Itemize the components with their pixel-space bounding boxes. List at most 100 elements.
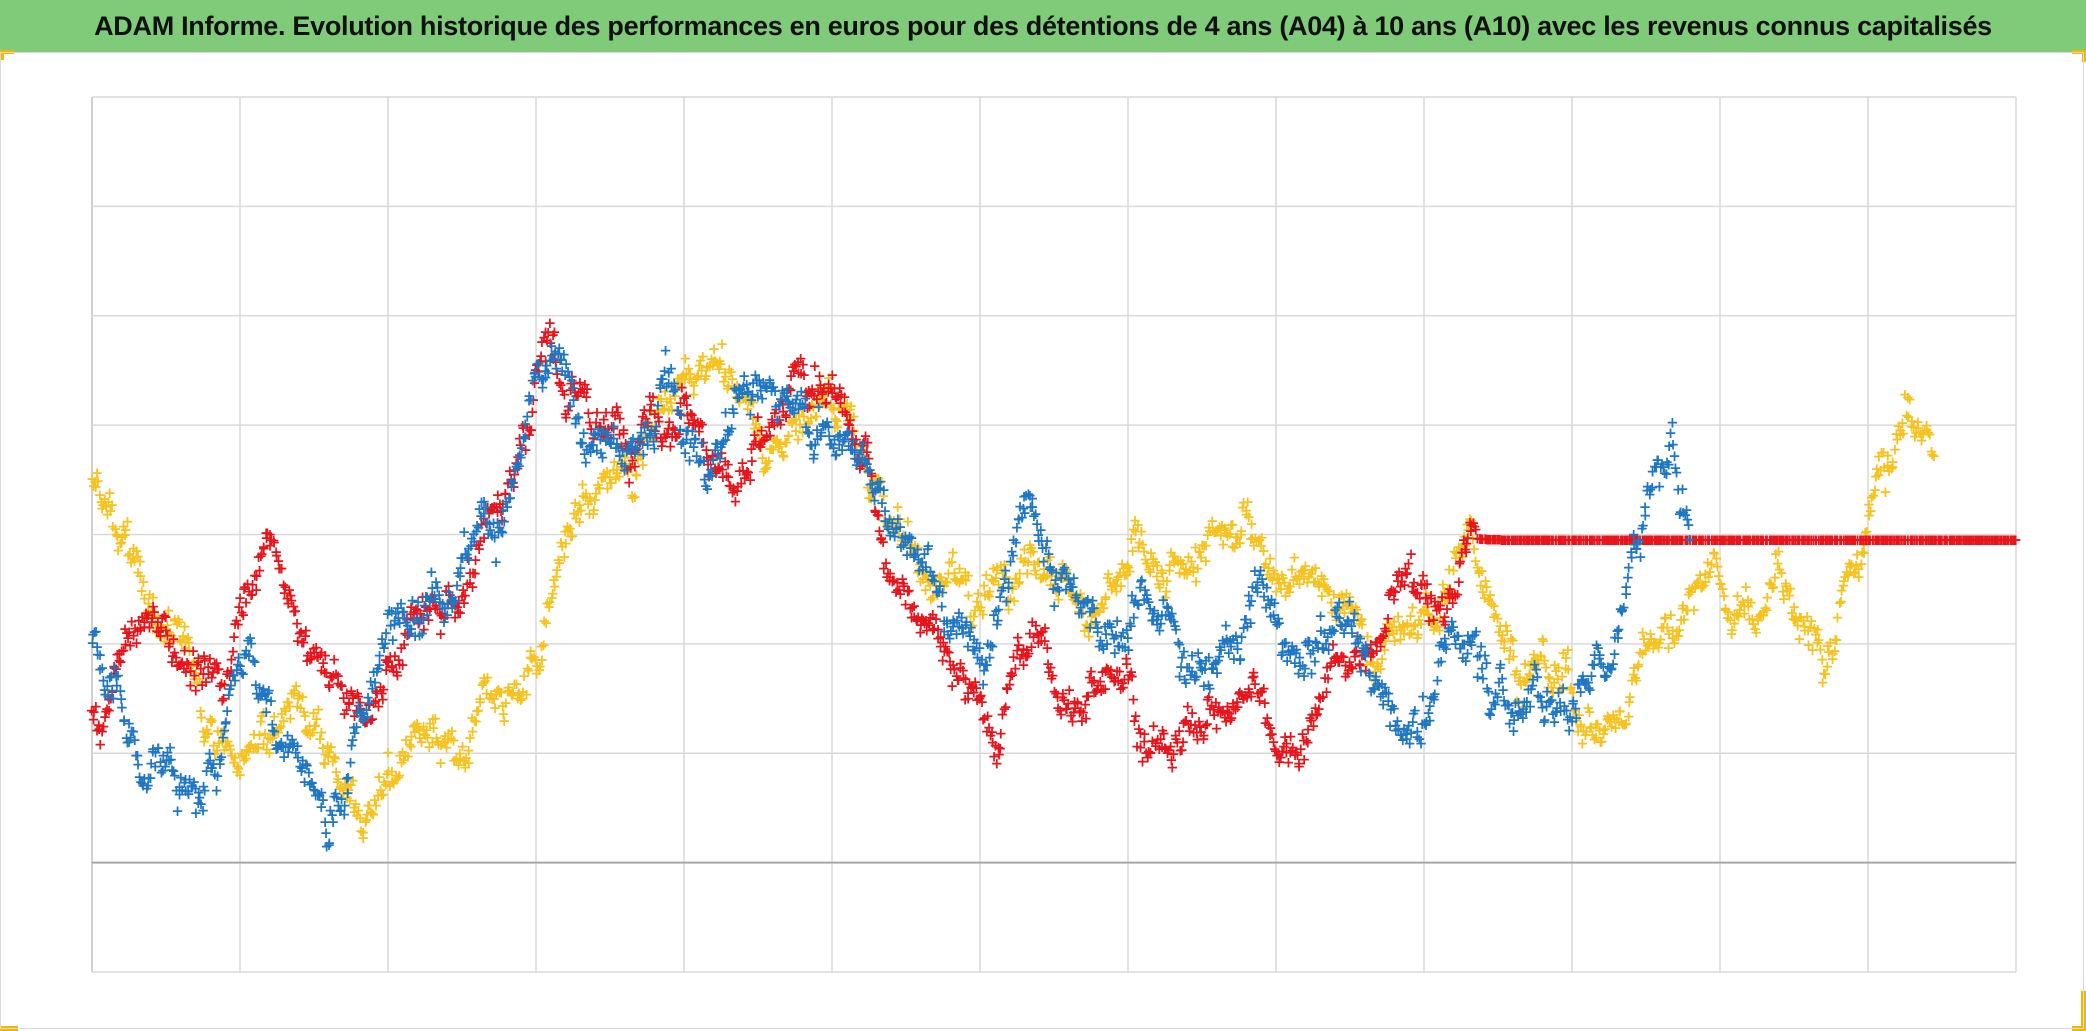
data-point: + [518,667,531,685]
data-point: + [347,772,360,790]
data-point: + [581,380,594,398]
data-point: + [1624,688,1637,706]
data-point: + [201,725,214,743]
data-point: + [272,724,285,742]
data-point: + [459,758,472,776]
data-point: + [248,726,261,744]
data-point: + [378,773,391,791]
data-point: + [183,633,196,651]
data-point: + [321,737,334,755]
data-point: + [286,684,299,702]
data-point: + [1068,569,1081,587]
data-point: + [178,618,191,636]
data-point: + [103,484,116,502]
data-point: + [512,686,525,704]
data-point: + [370,796,383,814]
data-point: + [472,701,485,719]
data-point: + [529,651,542,669]
data-point: + [1928,447,1941,465]
data-point: + [856,434,869,452]
data-point: + [479,672,492,690]
data-point: + [155,628,168,646]
data-point: + [398,751,411,769]
data-point: + [124,545,137,563]
data-point: + [221,702,234,720]
data-point: + [119,526,132,544]
data-point: + [1480,654,1493,672]
chart-title-bar: ADAM Informe. Evolution historique des p… [0,0,2086,52]
data-point: + [695,434,708,452]
data-point: + [387,631,400,649]
data-point: + [109,520,122,538]
data-point: + [242,743,255,761]
data-point: + [392,768,405,786]
data-point: + [538,612,551,630]
data-point: + [407,718,420,736]
data-point: + [209,745,222,763]
data-point: + [412,719,425,737]
data-point: + [177,627,190,645]
data-point: + [175,633,188,651]
data-point: + [530,664,543,682]
data-point: + [535,638,548,656]
data-point: + [112,541,125,559]
data-point: + [528,648,541,666]
data-point: + [531,657,544,675]
data-point: + [301,721,314,739]
data-point: + [94,486,107,504]
data-point: + [261,740,274,758]
data-point: + [495,684,508,702]
data-point: + [236,747,249,765]
data-point: + [517,683,530,701]
data-point: + [142,602,155,620]
data-point: + [477,674,490,692]
data-point: + [288,682,301,700]
data-point: + [1570,709,1583,727]
data-point: + [533,661,546,679]
data-point: + [238,752,251,770]
data-point: + [119,521,132,539]
data-point: + [329,749,342,767]
data-point: + [330,763,343,781]
data-point: + [322,748,335,766]
data-point: + [417,718,430,736]
data-point: + [154,627,167,645]
data-point: + [288,684,301,702]
data-point: + [474,690,487,708]
data-point: + [298,703,311,721]
data-point: + [1273,614,1286,632]
data-point: + [165,627,178,645]
data-point: + [669,380,682,398]
data-point: + [147,608,160,626]
data-point: + [292,690,305,708]
data-point: + [608,418,621,436]
data-point: + [151,620,164,638]
data-point: + [381,765,394,783]
data-point: + [323,834,336,852]
data-point: + [468,711,481,729]
data-point: + [486,690,499,708]
data-point: + [150,623,163,641]
data-point: + [462,742,475,760]
data-point: + [110,525,123,543]
data-point: + [352,801,365,819]
data-point: + [366,804,379,822]
data-point: + [166,632,179,650]
data-point: + [936,584,949,602]
data-point: + [534,657,547,675]
data-point: + [255,713,268,731]
data-point: + [432,732,445,750]
data-point: + [89,473,102,491]
data-point: + [1002,574,1015,592]
data-point: + [259,725,272,743]
data-point: + [339,775,352,793]
data-point: + [99,490,112,508]
data-point: + [206,712,219,730]
data-point: + [354,809,367,827]
data-point: + [488,690,501,708]
data-point: + [1537,632,1550,650]
data-point: + [513,684,526,702]
data-point: + [205,713,218,731]
data-point: + [1612,621,1625,639]
data-point: + [90,478,103,496]
